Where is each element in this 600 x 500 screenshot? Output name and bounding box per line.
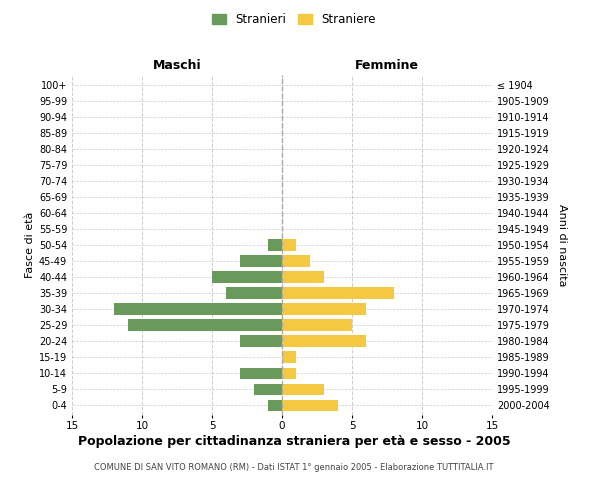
Bar bbox=[282, 320, 352, 331]
Bar bbox=[240, 368, 282, 379]
Bar bbox=[282, 256, 310, 267]
Bar bbox=[282, 368, 296, 379]
Bar bbox=[282, 352, 296, 363]
Bar bbox=[282, 384, 324, 395]
Bar bbox=[268, 400, 282, 411]
Text: Popolazione per cittadinanza straniera per età e sesso - 2005: Popolazione per cittadinanza straniera p… bbox=[77, 435, 511, 448]
Bar bbox=[282, 304, 366, 315]
Bar bbox=[240, 256, 282, 267]
Bar bbox=[282, 272, 324, 283]
Bar bbox=[240, 336, 282, 347]
Bar bbox=[254, 384, 282, 395]
Text: Maschi: Maschi bbox=[152, 59, 202, 72]
Text: COMUNE DI SAN VITO ROMANO (RM) - Dati ISTAT 1° gennaio 2005 - Elaborazione TUTTI: COMUNE DI SAN VITO ROMANO (RM) - Dati IS… bbox=[94, 462, 494, 471]
Bar bbox=[114, 304, 282, 315]
Bar bbox=[268, 239, 282, 251]
Y-axis label: Anni di nascita: Anni di nascita bbox=[557, 204, 566, 286]
Bar bbox=[282, 336, 366, 347]
Bar bbox=[128, 320, 282, 331]
Bar bbox=[282, 288, 394, 299]
Bar bbox=[282, 239, 296, 251]
Bar bbox=[226, 288, 282, 299]
Legend: Stranieri, Straniere: Stranieri, Straniere bbox=[207, 8, 381, 31]
Text: Femmine: Femmine bbox=[355, 59, 419, 72]
Y-axis label: Fasce di età: Fasce di età bbox=[25, 212, 35, 278]
Bar bbox=[212, 272, 282, 283]
Bar bbox=[282, 400, 338, 411]
